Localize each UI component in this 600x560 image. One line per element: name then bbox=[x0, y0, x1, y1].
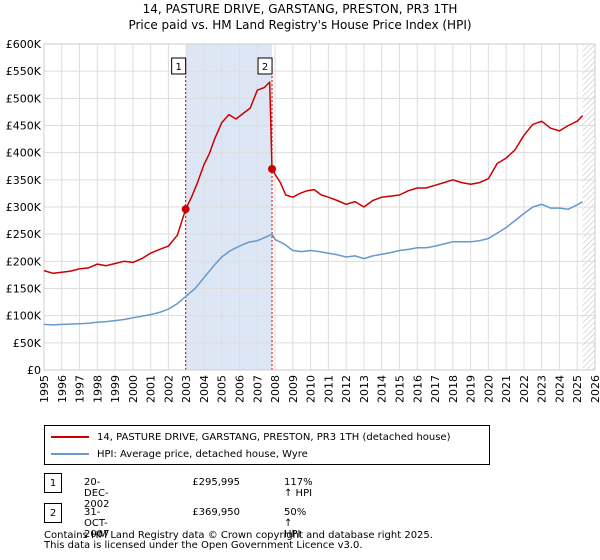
sale-point bbox=[181, 205, 190, 214]
sale-marker-box bbox=[171, 57, 187, 75]
transaction-hpi-change: 117% ↑ HPI bbox=[284, 477, 313, 499]
x-tick-label: 2003 bbox=[180, 375, 193, 403]
footer-licence: This data is licensed under the Open Gov… bbox=[44, 540, 363, 551]
y-tick-label: £0 bbox=[27, 364, 41, 377]
y-tick-label: £500K bbox=[6, 92, 42, 105]
y-tick-label: £450K bbox=[6, 120, 42, 133]
x-tick-label: 2012 bbox=[340, 375, 353, 403]
x-tick-label: 1998 bbox=[91, 375, 104, 403]
x-tick-label: 2017 bbox=[429, 375, 442, 403]
transaction-number: 2 bbox=[44, 503, 62, 523]
legend-swatch-property bbox=[51, 436, 89, 438]
x-tick-label: 1997 bbox=[74, 375, 87, 403]
x-tick-label: 2011 bbox=[322, 375, 335, 403]
transaction-price: £295,995 bbox=[192, 477, 240, 488]
y-tick-label: £600K bbox=[6, 38, 42, 51]
legend-label-hpi: HPI: Average price, detached house, Wyre bbox=[97, 448, 308, 460]
y-tick-label: £100K bbox=[6, 310, 42, 323]
sale-marker-label: 1 bbox=[175, 62, 181, 73]
x-tick-label: 1999 bbox=[109, 375, 122, 403]
x-tick-label: 2002 bbox=[162, 375, 175, 403]
y-tick-label: £300K bbox=[6, 201, 42, 214]
x-tick-label: 2005 bbox=[216, 375, 229, 403]
x-tick-label: 2022 bbox=[518, 375, 531, 403]
chart-title-block: 14, PASTURE DRIVE, GARSTANG, PRESTON, PR… bbox=[0, 1, 600, 33]
sale-marker-box bbox=[257, 57, 273, 75]
legend-item-hpi: HPI: Average price, detached house, Wyre bbox=[51, 446, 308, 462]
y-tick-label: £350K bbox=[6, 174, 42, 187]
x-tick-label: 2020 bbox=[482, 375, 495, 403]
x-tick-label: 2024 bbox=[553, 375, 566, 403]
transaction-price: £369,950 bbox=[192, 507, 240, 518]
x-tick-label: 2018 bbox=[447, 375, 460, 403]
legend-swatch-hpi bbox=[51, 453, 89, 455]
x-tick-label: 2001 bbox=[145, 375, 158, 403]
y-tick-label: £550K bbox=[6, 65, 42, 78]
sale-point bbox=[268, 164, 277, 173]
x-tick-label: 1995 bbox=[38, 375, 51, 403]
x-tick-label: 2025 bbox=[571, 375, 584, 403]
y-tick-label: £150K bbox=[6, 283, 42, 296]
x-tick-label: 2023 bbox=[536, 375, 549, 403]
plot-frame bbox=[43, 43, 596, 371]
footer: Contains HM Land Registry data © Crown c… bbox=[44, 531, 433, 551]
transaction-date: 20-DEC-2002 bbox=[84, 477, 110, 510]
chart-legend: 14, PASTURE DRIVE, GARSTANG, PRESTON, PR… bbox=[44, 425, 490, 465]
x-tick-label: 2007 bbox=[251, 375, 264, 403]
x-tick-label: 2000 bbox=[127, 375, 140, 403]
y-tick-label: £50K bbox=[13, 337, 42, 350]
x-tick-label: 2021 bbox=[500, 375, 513, 403]
transaction-date: 31-OCT-2007 bbox=[84, 507, 110, 540]
x-tick-label: 2010 bbox=[305, 375, 318, 403]
x-tick-label: 2008 bbox=[269, 375, 282, 403]
hpi-line bbox=[43, 200, 583, 326]
x-tick-label: 2009 bbox=[287, 375, 300, 403]
x-tick-label: 2013 bbox=[358, 375, 371, 403]
y-tick-label: £250K bbox=[6, 228, 42, 241]
property-price-line bbox=[43, 81, 584, 275]
y-tick-label: £400K bbox=[6, 147, 42, 160]
footer-copyright: Contains HM Land Registry data © Crown c… bbox=[44, 530, 433, 541]
x-tick-label: 1996 bbox=[56, 375, 69, 403]
transaction-hpi-change: 50% ↑ HPI bbox=[284, 507, 307, 540]
chart-title: 14, PASTURE DRIVE, GARSTANG, PRESTON, PR… bbox=[142, 2, 458, 16]
x-tick-label: 2026 bbox=[589, 375, 600, 403]
x-tick-label: 2019 bbox=[465, 375, 478, 403]
transaction-number: 1 bbox=[44, 473, 62, 493]
x-tick-label: 2004 bbox=[198, 375, 211, 403]
y-tick-label: £200K bbox=[6, 255, 42, 268]
x-tick-label: 2015 bbox=[393, 375, 406, 403]
x-tick-label: 2014 bbox=[376, 375, 389, 403]
legend-label-property: 14, PASTURE DRIVE, GARSTANG, PRESTON, PR… bbox=[97, 431, 451, 443]
legend-item-property: 14, PASTURE DRIVE, GARSTANG, PRESTON, PR… bbox=[51, 429, 450, 445]
chart-subtitle: Price paid vs. HM Land Registry's House … bbox=[128, 18, 472, 32]
x-tick-label: 2006 bbox=[234, 375, 247, 403]
sale-marker-label: 2 bbox=[262, 62, 268, 73]
x-tick-label: 2016 bbox=[411, 375, 424, 403]
